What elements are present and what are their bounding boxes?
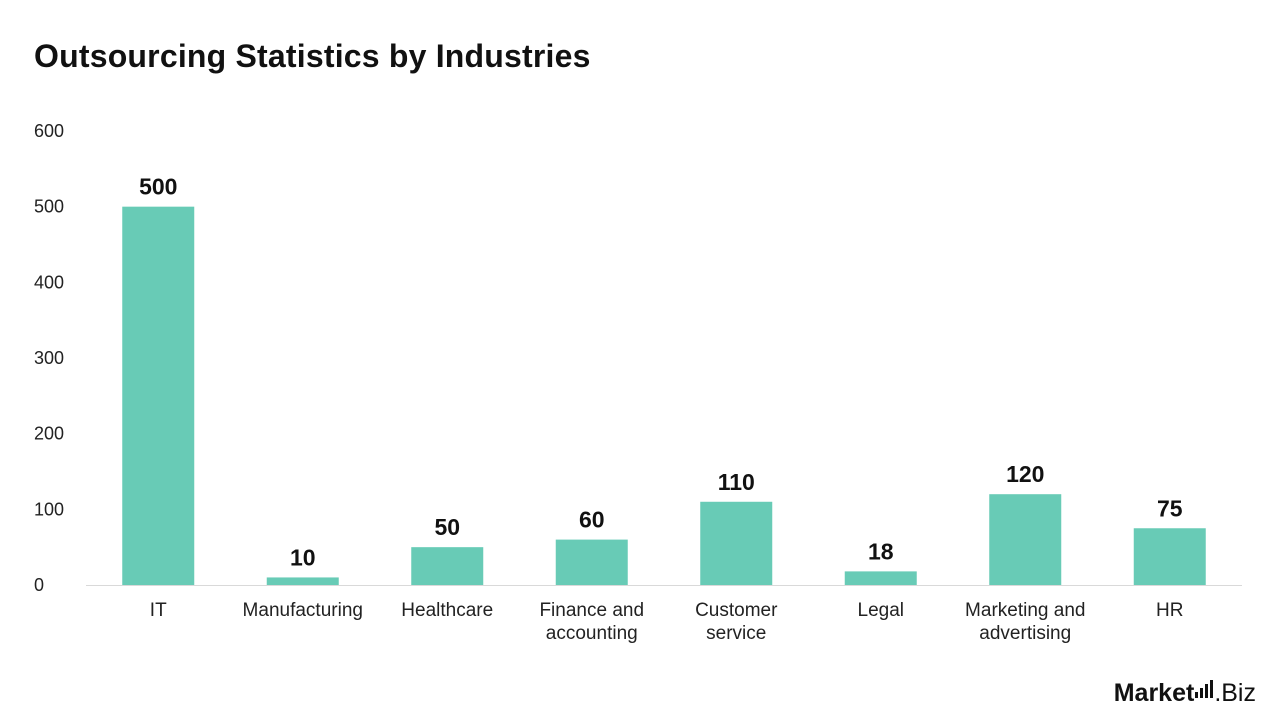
x-tick-label-line: Marketing and bbox=[965, 600, 1085, 621]
bar bbox=[844, 571, 917, 585]
bar bbox=[989, 494, 1062, 585]
x-tick-label: Healthcare bbox=[401, 600, 493, 621]
y-tick-label: 200 bbox=[34, 424, 64, 444]
data-labels: 500 10 50 60 110 18 120 75 bbox=[139, 174, 1183, 571]
data-label: 75 bbox=[1157, 495, 1183, 521]
x-tick-label: Customer service bbox=[695, 600, 778, 644]
x-tick-label-line: IT bbox=[150, 600, 167, 621]
x-tick-label: Manufacturing bbox=[243, 600, 363, 621]
x-tick-label: Finance and accounting bbox=[539, 600, 644, 644]
x-tick-label: IT bbox=[150, 600, 167, 621]
bar bbox=[122, 206, 195, 585]
x-tick-label-line: Healthcare bbox=[401, 600, 493, 621]
x-tick-label-line: Finance and bbox=[539, 600, 644, 621]
x-axis: IT Manufacturing Healthcare Finance and acco… bbox=[86, 585, 1242, 644]
data-label: 500 bbox=[139, 174, 177, 200]
x-tick-label-line: Customer bbox=[695, 600, 778, 621]
data-label: 10 bbox=[290, 544, 316, 570]
data-label: 18 bbox=[868, 538, 894, 564]
bar bbox=[1133, 528, 1206, 585]
data-label: 60 bbox=[579, 507, 605, 533]
x-tick-label-line: HR bbox=[1156, 600, 1183, 621]
data-label: 110 bbox=[718, 469, 755, 495]
logo-text-main: Market bbox=[1113, 679, 1195, 707]
x-tick-label-line: Legal bbox=[858, 600, 905, 621]
x-tick-label-line: advertising bbox=[979, 623, 1071, 644]
bar bbox=[411, 547, 484, 585]
logo-text-suffix: .Biz bbox=[1214, 679, 1256, 707]
y-tick-label: 500 bbox=[34, 197, 64, 217]
bar bbox=[700, 501, 773, 585]
y-tick-label: 300 bbox=[34, 348, 64, 368]
x-tick-label-line: service bbox=[706, 623, 766, 644]
data-label: 120 bbox=[1006, 461, 1044, 487]
bars bbox=[122, 206, 1206, 585]
x-tick-label: Legal bbox=[858, 600, 905, 621]
bar bbox=[555, 539, 628, 585]
signal-bars-icon bbox=[1195, 680, 1214, 698]
x-tick-label-line: accounting bbox=[546, 623, 638, 644]
chart-title: Outsourcing Statistics by Industries bbox=[34, 38, 591, 74]
x-tick-label: Marketing and advertising bbox=[965, 600, 1085, 644]
y-tick-label: 0 bbox=[34, 575, 44, 595]
bar bbox=[266, 577, 339, 585]
marketbiz-logo: Market .Biz bbox=[1114, 668, 1256, 708]
x-tick-label: HR bbox=[1156, 600, 1183, 621]
y-tick-label: 400 bbox=[34, 272, 64, 292]
x-tick-label-line: Manufacturing bbox=[243, 600, 363, 621]
y-tick-label: 600 bbox=[34, 121, 64, 141]
data-label: 50 bbox=[434, 514, 460, 540]
y-axis: 0 100 200 300 400 500 600 bbox=[34, 121, 64, 595]
y-tick-label: 100 bbox=[34, 499, 64, 519]
